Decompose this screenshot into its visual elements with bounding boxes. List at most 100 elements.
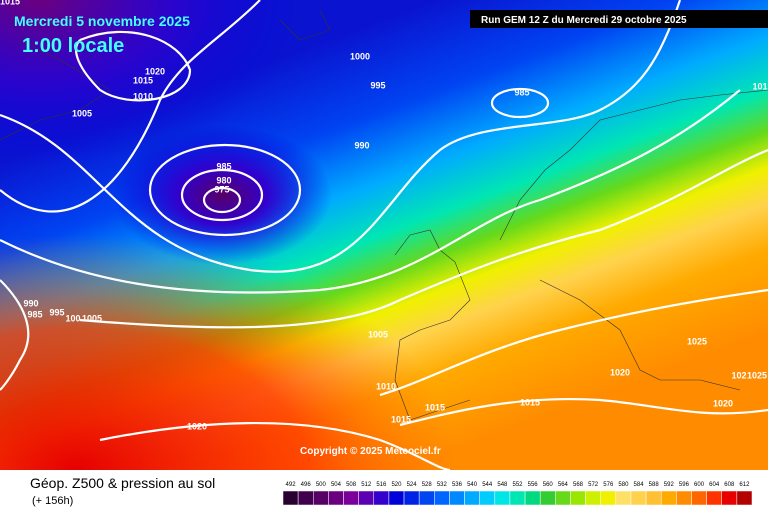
- scale-cell: [555, 490, 571, 506]
- scale-cell: [479, 490, 496, 506]
- scale-cell: [328, 490, 344, 506]
- color-scale: 492 496 500 504 508 512 516 520 524 528 532 536 540 5…: [282, 482, 753, 506]
- scale-cell: [630, 490, 647, 506]
- map-cold-area: [0, 0, 768, 470]
- scale-cell: [358, 490, 375, 506]
- scale-cell: [418, 490, 435, 506]
- isobar-label: 995: [370, 80, 385, 90]
- scale-label: 604: [709, 482, 720, 488]
- isobar-label: 975: [214, 184, 229, 194]
- isobar-label: 1005: [82, 313, 102, 323]
- scale-label: 492: [286, 482, 297, 488]
- scale-label: 564: [558, 482, 569, 488]
- isobar-label: 1025: [747, 370, 767, 380]
- isobar-label: 100: [65, 313, 80, 323]
- coastlines: [0, 9, 768, 421]
- scale-cell: [373, 490, 390, 506]
- scale-label: 608: [724, 482, 735, 488]
- isobar-label: 101: [752, 81, 767, 91]
- scale-cell: [494, 490, 511, 506]
- scale-label: 496: [301, 482, 312, 488]
- scale-label: 600: [694, 482, 705, 488]
- isobar-label: 1015: [0, 0, 20, 6]
- scale-label: 520: [391, 482, 402, 488]
- scale-cell: [434, 490, 450, 506]
- isobar-label: 990: [23, 298, 38, 308]
- scale-cell: [706, 490, 722, 506]
- scale-label: 532: [437, 482, 448, 488]
- scale-label: 576: [603, 482, 614, 488]
- isobar-label: 1015: [425, 402, 445, 412]
- scale-label: 612: [739, 482, 750, 488]
- scale-cell: [721, 490, 738, 506]
- scale-label: 508: [346, 482, 357, 488]
- scale-label: 548: [497, 482, 508, 488]
- copyright: Copyright © 2025 Meteociel.fr: [300, 446, 441, 457]
- scale-cell: [343, 490, 359, 506]
- scale-cell: [615, 490, 632, 506]
- scale-cell: [691, 490, 707, 506]
- scale-label: 596: [679, 482, 690, 488]
- scale-cell: [282, 490, 299, 506]
- scale-cell: [509, 490, 526, 506]
- scale-label: 500: [316, 482, 327, 488]
- scale-label: 516: [376, 482, 387, 488]
- scale-cell: [388, 490, 405, 506]
- scale-cell: [464, 490, 480, 506]
- isobar-label: 1015: [391, 414, 411, 424]
- scale-label: 580: [618, 482, 629, 488]
- isobar-label: 1020: [713, 398, 733, 408]
- isobar-label: 1010: [376, 381, 396, 391]
- scale-label: 544: [482, 482, 493, 488]
- scale-cell: [585, 490, 601, 506]
- isobar-label: 1005: [72, 108, 92, 118]
- scale-label: 560: [543, 482, 554, 488]
- isobar-label: 1010: [133, 91, 153, 101]
- scale-cell: [645, 490, 662, 506]
- low-pressure-area: [112, 125, 332, 265]
- isobar-label: 102: [731, 370, 746, 380]
- footer-lead: (+ 156h): [32, 495, 73, 507]
- isobar-label: 980: [216, 175, 231, 185]
- scale-label: 528: [422, 482, 433, 488]
- scale-label: 592: [664, 482, 675, 488]
- scale-cell: [403, 490, 420, 506]
- scale-label: 568: [573, 482, 584, 488]
- isobar-label: 1000: [350, 51, 370, 61]
- scale-label: 584: [634, 482, 645, 488]
- isobar-label: 1020: [610, 367, 630, 377]
- scale-cell: [539, 490, 556, 506]
- scale-cell: [736, 490, 753, 506]
- scale-label: 556: [528, 482, 539, 488]
- isobar-label: 990: [354, 140, 369, 150]
- run-banner: [470, 10, 768, 28]
- run-info: Run GEM 12 Z du Mercredi 29 octobre 2025: [481, 15, 687, 26]
- isobar-label: 985: [216, 161, 231, 171]
- scale-cell: [449, 490, 465, 506]
- isobar-label: 995: [49, 307, 64, 317]
- isobar-label: 1015: [133, 75, 153, 85]
- scale-label: 588: [649, 482, 660, 488]
- scale-label: 572: [588, 482, 599, 488]
- footer-title: Géop. Z500 & pression au sol: [30, 475, 215, 491]
- scale-cell: [524, 490, 541, 506]
- scale-label: 536: [452, 482, 463, 488]
- isobar-label: 1025: [687, 336, 707, 346]
- isobar-label: 1005: [368, 329, 388, 339]
- isobars: [0, 0, 768, 470]
- isobar-label: 1015: [520, 397, 540, 407]
- isobar-labels: 1015 1020 1015 1010 1005 1000 995 985 99…: [0, 0, 768, 431]
- scale-cell: [676, 490, 692, 506]
- isobar-label: 1020: [187, 421, 207, 431]
- scale-cell: [660, 490, 677, 506]
- scale-label: 540: [467, 482, 478, 488]
- isobar-label: 1020: [145, 66, 165, 76]
- isobar-label: 985: [27, 309, 42, 319]
- scale-cell: [313, 490, 329, 506]
- scale-label: 512: [361, 482, 372, 488]
- scale-label: 552: [512, 482, 523, 488]
- forecast-time: 1:00 locale: [22, 35, 124, 57]
- scale-label: 504: [331, 482, 342, 488]
- isobar-label: 985: [514, 87, 529, 97]
